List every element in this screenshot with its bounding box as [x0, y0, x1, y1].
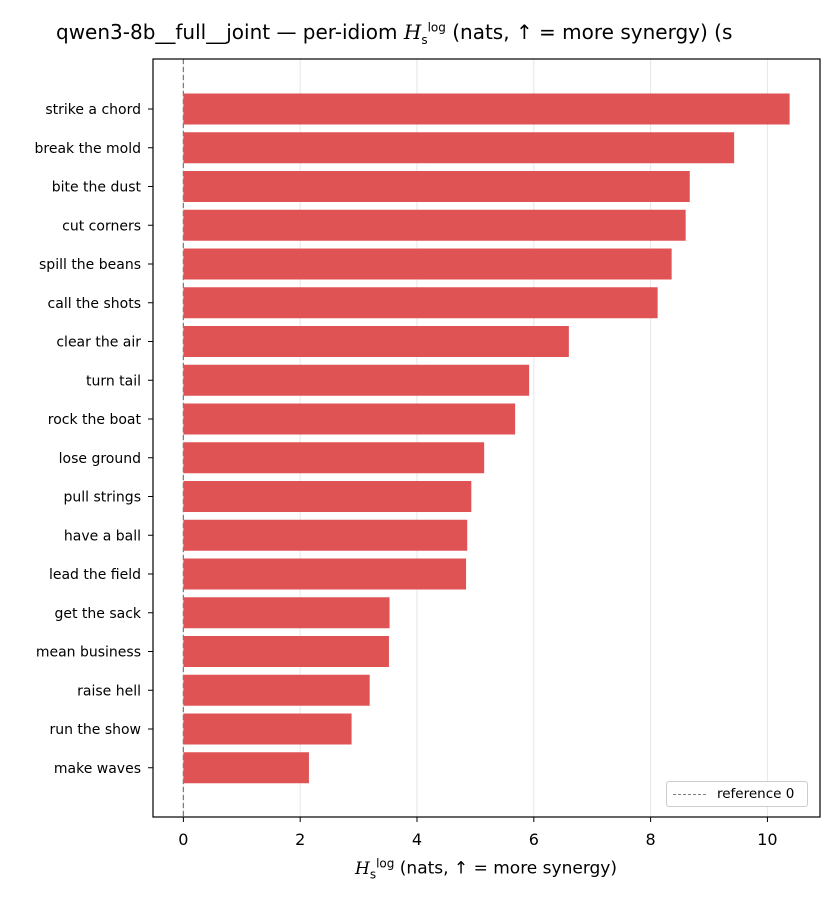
xlabel-symbol-sub: s [369, 867, 377, 882]
title-symbol: Hslog [403, 20, 446, 47]
y-tick-label: have a ball [64, 528, 141, 544]
legend-entry-label: reference 0 [717, 786, 795, 802]
y-tick-label: bite the dust [52, 180, 142, 196]
title-symbol-base: H [403, 20, 422, 44]
y-tick-label: spill the beans [39, 257, 141, 273]
bar [183, 752, 309, 784]
bar [183, 364, 530, 396]
bar [183, 326, 569, 357]
xlabel-symbol-sup: log [376, 856, 395, 870]
y-tick-label: make waves [54, 761, 141, 777]
y-tick-label: turn tail [86, 373, 141, 389]
x-tick-label: 10 [757, 830, 777, 849]
plot-frame [152, 58, 821, 818]
x-tick-label: 0 [178, 830, 188, 849]
title-symbol-sup: log [427, 20, 446, 35]
y-tick-label: clear the air [56, 335, 141, 351]
y-tick-label: lose ground [59, 451, 141, 467]
y-tick-label: raise hell [77, 683, 141, 699]
y-tick-label: call the shots [48, 296, 141, 312]
x-tick-label: 6 [529, 830, 539, 849]
x-tick-label: 4 [412, 830, 422, 849]
title-symbol-sub: s [421, 33, 428, 47]
legend: reference 0 [666, 781, 808, 807]
bar [183, 713, 352, 745]
legend-dashed-line-swatch [673, 794, 706, 795]
y-tick-label: pull strings [64, 490, 141, 506]
bar [183, 132, 735, 164]
y-tick-label: run the show [49, 722, 141, 738]
x-tick-label: 2 [295, 830, 305, 849]
xlabel-text: (nats, ↑ = more synergy) [399, 858, 617, 879]
x-tick-label: 8 [646, 830, 656, 849]
chart-title: qwen3-8b__full__joint — per-idiom Hslog … [56, 20, 732, 47]
y-tick-label: rock the boat [48, 412, 142, 428]
x-axis-label: Hslog (nats, ↑ = more synergy) [0, 856, 840, 881]
bar [183, 442, 485, 474]
bars [183, 93, 790, 784]
y-tick-label: cut corners [62, 218, 141, 234]
y-tick-label: mean business [36, 645, 141, 661]
title-suffix: (nats, ↑ = more synergy) (s [452, 20, 733, 44]
bar [183, 636, 389, 667]
y-tick-label: lead the field [49, 567, 141, 583]
bar [183, 558, 467, 590]
bar [183, 597, 390, 629]
y-tick-label: strike a chord [45, 102, 141, 118]
bar [183, 248, 672, 280]
bar [183, 93, 790, 125]
xlabel-symbol: Hslog [354, 856, 395, 882]
bar [183, 481, 472, 512]
bar [183, 674, 370, 706]
bar [183, 403, 516, 435]
xlabel-symbol-base: H [354, 858, 370, 879]
bar [183, 171, 690, 202]
bar [183, 209, 686, 241]
y-tick-label: get the sack [54, 606, 141, 622]
title-prefix: qwen3-8b__full__joint — per-idiom [56, 20, 398, 44]
y-axis-ticks: strike a chord break the mold bite the dus… [35, 102, 153, 777]
bar [183, 287, 658, 319]
y-tick-label: break the mold [35, 141, 142, 157]
x-axis-ticks: 0 2 4 6 8 10 [178, 817, 778, 849]
bar [183, 519, 468, 551]
